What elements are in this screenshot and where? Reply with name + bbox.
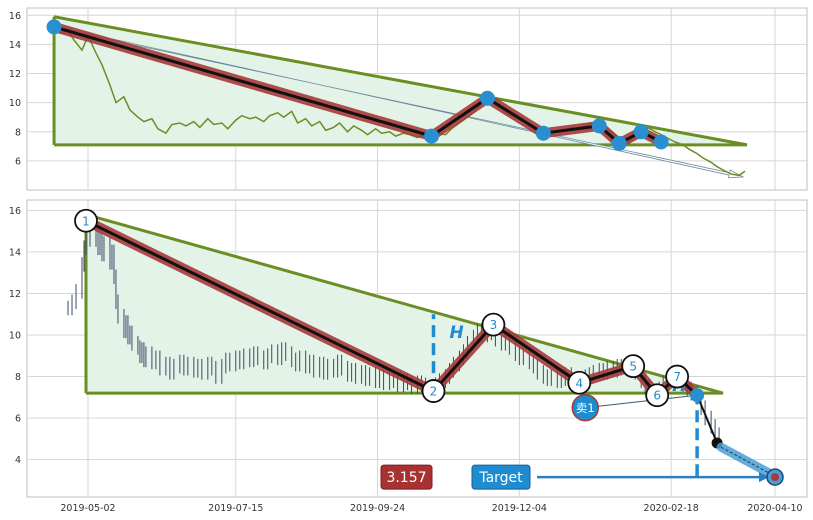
top-pivot-dot — [424, 128, 439, 144]
pivot-label: 2 — [430, 385, 438, 399]
top-y-tick-label: 16 — [9, 11, 21, 22]
bottom-x-tick-label: 2019-09-24 — [350, 503, 405, 514]
top-pivot-dot — [535, 125, 551, 141]
top-pivot-dot — [591, 118, 607, 134]
top-pivot-dot — [633, 124, 649, 140]
pivot-label: 3 — [490, 318, 498, 332]
bottom-x-tick-label: 2019-05-02 — [60, 503, 115, 514]
pivot-label: 5 — [629, 360, 637, 374]
bottom-y-tick-label: 10 — [9, 331, 21, 342]
top-y-tick-label: 10 — [9, 98, 21, 109]
pivot-label-circle — [74, 208, 98, 233]
pivot-label: 6 — [653, 389, 661, 403]
bottom-y-tick-label: 8 — [15, 372, 21, 383]
bottom-x-tick-label: 2020-02-18 — [644, 503, 699, 514]
target-arrow-head — [759, 472, 769, 483]
pivot-label: 1 — [82, 214, 90, 228]
pivot-label-circle — [621, 354, 646, 379]
pivot-label-circle — [645, 383, 670, 408]
pivot-label-circle — [421, 379, 446, 403]
top-pivot-dot — [46, 19, 62, 35]
bottom-y-tick-label: 6 — [15, 414, 21, 425]
top-pivot-dot — [653, 134, 669, 150]
top-projection-arrow — [53, 25, 745, 179]
top-pivot-dot — [611, 135, 627, 151]
pivot-label: 4 — [575, 376, 583, 390]
bottom-y-tick-label: 12 — [9, 289, 21, 300]
top-y-tick-label: 12 — [9, 69, 21, 80]
target-box — [471, 464, 531, 490]
top-y-tick-label: 8 — [15, 127, 21, 138]
top-y-tick-label: 6 — [15, 156, 21, 167]
top-panel: 6 8 10 12 14 16 — [9, 7, 808, 191]
pivot-label-circle — [567, 370, 592, 395]
breakout-pivot-dot — [690, 388, 705, 403]
pivot-label-circle — [481, 312, 506, 337]
bottom-x-tick-label: 2019-07-15 — [208, 503, 263, 514]
sell-marker-line — [585, 394, 698, 409]
target-value-box — [380, 464, 433, 490]
h-label: H — [449, 323, 463, 343]
target-value-label: 3.157 — [386, 470, 426, 486]
target-point-inner — [771, 473, 779, 482]
top-upper-trendline — [53, 15, 748, 147]
bottom-y-tick-label: 16 — [9, 206, 21, 217]
sell-marker-circle — [571, 393, 600, 422]
target-label: Target — [478, 470, 523, 486]
bottom-y-tick-label: 4 — [15, 455, 21, 466]
breakout-line — [696, 394, 719, 444]
bottom-x-tick-label: 2020-04-10 — [747, 503, 802, 514]
pivot-label-circle — [665, 364, 690, 389]
top-y-tick-label: 14 — [9, 40, 21, 51]
bottom-x-tick-label: 2019-12-04 — [492, 503, 547, 514]
top-pivot-dot — [479, 90, 495, 106]
pivot-label: 7 — [673, 370, 681, 384]
bottom-y-tick-label: 14 — [9, 247, 21, 258]
sell-marker-label: 卖1 — [576, 401, 595, 415]
projection-center — [720, 446, 776, 477]
